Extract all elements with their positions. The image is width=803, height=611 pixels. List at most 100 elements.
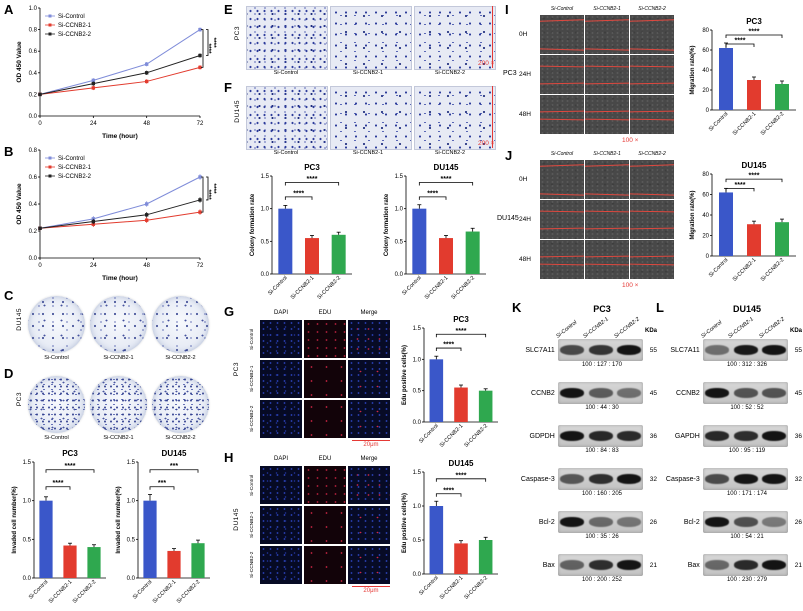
micrograph-cell [348, 466, 390, 504]
svg-text:0.0: 0.0 [23, 576, 32, 582]
panel-letter-k: K [512, 300, 522, 315]
svg-text:1.5: 1.5 [261, 174, 270, 180]
blot-row: CCNB2 45 100 : 44 : 30 [512, 381, 657, 415]
svg-text:0.2: 0.2 [29, 229, 38, 235]
cellline-label-pc3: PC3 [16, 392, 23, 407]
blot-lane-label: Si-CCNB2-1 [582, 316, 611, 340]
group-label: Si-CCNB2-2 [250, 551, 255, 579]
group-label: Si-CCNB2-2 [638, 6, 666, 12]
protein-label: CCNB2 [531, 389, 555, 397]
cellline-label-du145: DU145 [16, 308, 23, 331]
svg-text:Si-CCNB2-1: Si-CCNB2-1 [58, 165, 92, 171]
svg-text:24: 24 [90, 121, 97, 127]
panel-letter-i: I [505, 2, 509, 17]
svg-text:Si-Control: Si-Control [267, 275, 289, 297]
band-quantification: 100 : 52 : 52 [730, 405, 764, 411]
group-label: Si-Control [250, 328, 255, 350]
micrograph-cell [348, 400, 390, 438]
svg-text:Si-CCNB2-2: Si-CCNB2-2 [463, 575, 489, 601]
protein-label: Bcl-2 [538, 518, 555, 526]
panel-letter-g: G [224, 304, 235, 319]
blot-row-top: CCNB2 45 [512, 381, 657, 405]
svg-text:PC3: PC3 [746, 17, 762, 26]
panel-letter-j: J [505, 148, 513, 163]
svg-text:80: 80 [702, 28, 709, 34]
svg-text:DU145: DU145 [162, 449, 187, 458]
svg-text:Migration rate(%): Migration rate(%) [690, 45, 696, 94]
blot-row: Bax 21 100 : 200 : 252 [512, 553, 657, 587]
colony-dish-image [152, 376, 209, 433]
stain-label-dapi: DAPI [273, 456, 288, 462]
svg-text:Si-Control: Si-Control [28, 579, 50, 601]
timepoint-labels: 0H 24H 48H [519, 15, 531, 134]
micrograph-cell [540, 240, 584, 279]
svg-text:0.5: 0.5 [395, 239, 404, 245]
blot-strip-image [702, 511, 789, 533]
group-label: Si-CCNB2-2 [165, 355, 196, 361]
blot-strip-image [557, 339, 644, 361]
svg-text:1.0: 1.0 [395, 207, 404, 213]
group-row-labels: Si-Control Si-CCNB2-1 Si-CCNB2-2 [250, 466, 255, 584]
svg-text:Si-Control: Si-Control [418, 575, 440, 597]
svg-text:1.0: 1.0 [23, 499, 32, 505]
blot-row-top: CCNB2 45 [657, 381, 802, 405]
protein-label: SLC7A11 [525, 346, 555, 354]
blot-row: Caspase-3 32 100 : 160 : 205 [512, 467, 657, 501]
blot-band [762, 431, 787, 441]
band-quantification: 100 : 35 : 26 [585, 534, 619, 540]
magnification-label: 200 × [478, 140, 495, 147]
micrograph-cell [630, 160, 674, 199]
micrograph-cell [630, 240, 674, 279]
micrograph-cell [348, 320, 390, 358]
svg-text:Si-CCNB2-1: Si-CCNB2-1 [152, 579, 178, 605]
svg-text:Time (hour): Time (hour) [102, 275, 138, 282]
svg-text:0.8: 0.8 [29, 28, 38, 34]
colony-dish-row-pc3 [28, 376, 209, 433]
blot-band [588, 517, 613, 527]
blot-title: PC3 [593, 304, 611, 314]
chart-migration-du145: DU145 0 20 40 60 80 Migration rate(%) Si-Contro… [686, 158, 802, 286]
stain-label-dapi: DAPI [273, 310, 288, 316]
blot-band [588, 560, 613, 570]
band-quantification: 100 : 312 : 326 [726, 362, 768, 368]
blot-band [705, 474, 730, 484]
svg-text:Si-CCNB2-1: Si-CCNB2-1 [732, 257, 758, 283]
group-label: Si-Control [250, 474, 255, 496]
svg-text:PC3: PC3 [304, 163, 320, 172]
transwell-image [414, 86, 496, 150]
blot-band [705, 345, 730, 355]
protein-label: Caspase-3 [665, 475, 700, 483]
svg-text:Colony formation rate: Colony formation rate [250, 193, 256, 256]
band-quantification: 100 : 171 : 174 [726, 491, 768, 497]
group-label: Si-CCNB2-2 [434, 150, 466, 156]
chart-svg-F_DU145: DU145 0.0 0.5 1.0 1.5 Colony formation rate Si… [384, 163, 486, 301]
blot-band [617, 560, 642, 570]
transwell-row-pc3 [246, 6, 496, 70]
svg-text:Colony formation rate: Colony formation rate [384, 193, 390, 256]
svg-text:Si-CCNB2-1: Si-CCNB2-1 [290, 275, 316, 301]
stain-headers: DAPI EDU Merge [260, 456, 390, 462]
blot-row: GDPDH 36 100 : 84 : 83 [512, 424, 657, 458]
group-label: Si-Control [550, 6, 574, 12]
svg-text:60: 60 [702, 193, 709, 199]
blot-title: DU145 [732, 304, 761, 314]
micrograph-cell [630, 15, 674, 54]
chart-svg-H_DU145: DU145 0.0 0.5 1.0 1.5 Edu positive cells(%) Si… [402, 459, 498, 601]
svg-text:****: **** [749, 173, 760, 180]
protein-label: Bax [542, 561, 555, 569]
western-blot-du145: DU145 Si-Control Si-CCNB2-1 Si-CCNB2-2 KDa SL… [657, 304, 802, 596]
svg-text:0.6: 0.6 [29, 175, 38, 181]
micrograph-cell [304, 320, 346, 358]
stain-headers: DAPI EDU Merge [260, 310, 390, 316]
svg-text:1.0: 1.0 [127, 499, 136, 505]
svg-text:Si-CCNB2-2: Si-CCNB2-2 [760, 257, 786, 283]
band-quantification: 100 : 95 : 119 [728, 448, 766, 454]
group-label: Si-Control [273, 150, 299, 156]
micrograph-cell [348, 546, 390, 584]
transwell-image [414, 6, 496, 70]
micrograph-cell [585, 95, 629, 134]
svg-text:****: **** [210, 183, 217, 194]
group-label: Si-CCNB2-1 [250, 511, 255, 539]
